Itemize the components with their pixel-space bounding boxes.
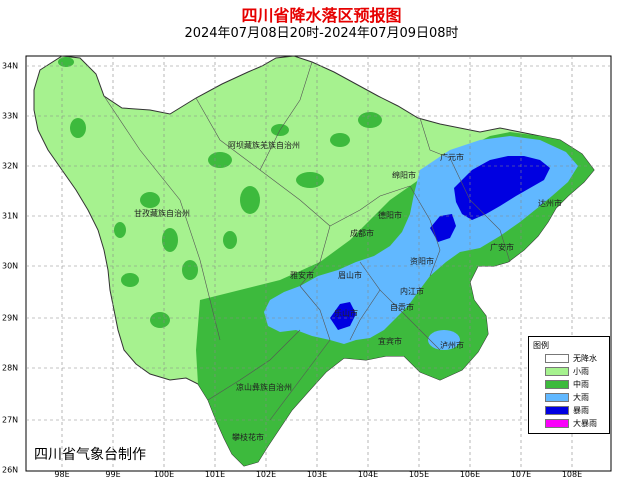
lat-label: 27N bbox=[2, 415, 19, 425]
legend-swatch bbox=[545, 367, 569, 376]
legend-label: 暴雨 bbox=[573, 406, 589, 415]
lon-label: 103E bbox=[306, 470, 328, 479]
label-yaan: 雅安市 bbox=[290, 271, 314, 280]
legend-swatch bbox=[545, 393, 569, 402]
legend-item: 暴雨 bbox=[545, 405, 607, 416]
legend-item: 小雨 bbox=[545, 366, 607, 377]
label-dazhou: 达州市 bbox=[538, 199, 562, 208]
legend-item: 大暴雨 bbox=[545, 418, 607, 429]
map-subtitle: 2024年07月08日20时-2024年07月09日08时 bbox=[184, 26, 459, 41]
legend-swatch bbox=[545, 406, 569, 415]
legend: 图例 无降水 小雨 中雨 大雨 暴雨 大暴雨 bbox=[528, 336, 610, 434]
label-mianyang: 绵阳市 bbox=[392, 171, 416, 180]
label-ganzi: 甘孜藏族自治州 bbox=[134, 209, 190, 218]
lon-label: 104E bbox=[357, 470, 379, 479]
lat-label: 30N bbox=[2, 261, 19, 271]
lat-label: 29N bbox=[2, 313, 19, 323]
lon-label: 105E bbox=[408, 470, 430, 479]
label-guangyuan: 广元市 bbox=[440, 153, 464, 162]
legend-label: 大暴雨 bbox=[573, 419, 597, 428]
region-rainstorm bbox=[330, 156, 550, 330]
legend-swatch bbox=[545, 354, 569, 363]
label-neijiang: 内江市 bbox=[400, 287, 424, 296]
lat-label: 32N bbox=[2, 161, 19, 171]
label-meishan: 眉山市 bbox=[338, 271, 362, 280]
legend-label: 大雨 bbox=[573, 393, 589, 402]
legend-swatch bbox=[545, 419, 569, 428]
lat-label: 26N bbox=[2, 465, 19, 475]
lon-label: 108E bbox=[561, 470, 583, 479]
lat-label: 34N bbox=[2, 61, 19, 71]
label-leshan: 乐山市 bbox=[334, 309, 358, 318]
lon-label: 100E bbox=[153, 470, 175, 479]
county-boundaries bbox=[103, 61, 511, 421]
label-luzhou: 泸州市 bbox=[440, 341, 464, 350]
label-zigong: 自贡市 bbox=[390, 303, 414, 312]
legend-item: 无降水 bbox=[545, 353, 607, 364]
label-deyang: 德阳市 bbox=[378, 211, 402, 220]
graticule bbox=[26, 56, 611, 471]
legend-item: 大雨 bbox=[545, 392, 607, 403]
lon-label: 101E bbox=[204, 470, 226, 479]
label-ziyang: 资阳市 bbox=[410, 257, 434, 266]
legend-label: 无降水 bbox=[573, 354, 597, 363]
lon-label: 107E bbox=[510, 470, 532, 479]
lon-label: 98E bbox=[54, 470, 70, 479]
lon-label: 106E bbox=[459, 470, 481, 479]
label-guangan: 广安市 bbox=[490, 243, 514, 252]
label-aba: 阿坝藏族羌族自治州 bbox=[228, 141, 300, 150]
lat-label: 33N bbox=[2, 111, 19, 121]
lon-label: 102E bbox=[255, 470, 277, 479]
legend-item: 中雨 bbox=[545, 379, 607, 390]
label-yibin: 宜宾市 bbox=[378, 337, 402, 346]
lon-label: 99E bbox=[105, 470, 121, 479]
legend-swatch bbox=[545, 380, 569, 389]
legend-title: 图例 bbox=[533, 341, 549, 350]
label-chengdu: 成都市 bbox=[350, 229, 374, 238]
legend-label: 中雨 bbox=[573, 380, 589, 389]
credit-text: 四川省气象台制作 bbox=[34, 447, 146, 463]
map-title: 四川省降水落区预报图 bbox=[241, 6, 402, 25]
label-liangshan: 凉山彝族自治州 bbox=[236, 383, 292, 392]
lat-label: 31N bbox=[2, 211, 19, 221]
legend-label: 小雨 bbox=[573, 367, 589, 376]
lat-label: 28N bbox=[2, 363, 19, 373]
label-panzhihua: 攀枝花市 bbox=[232, 433, 264, 442]
